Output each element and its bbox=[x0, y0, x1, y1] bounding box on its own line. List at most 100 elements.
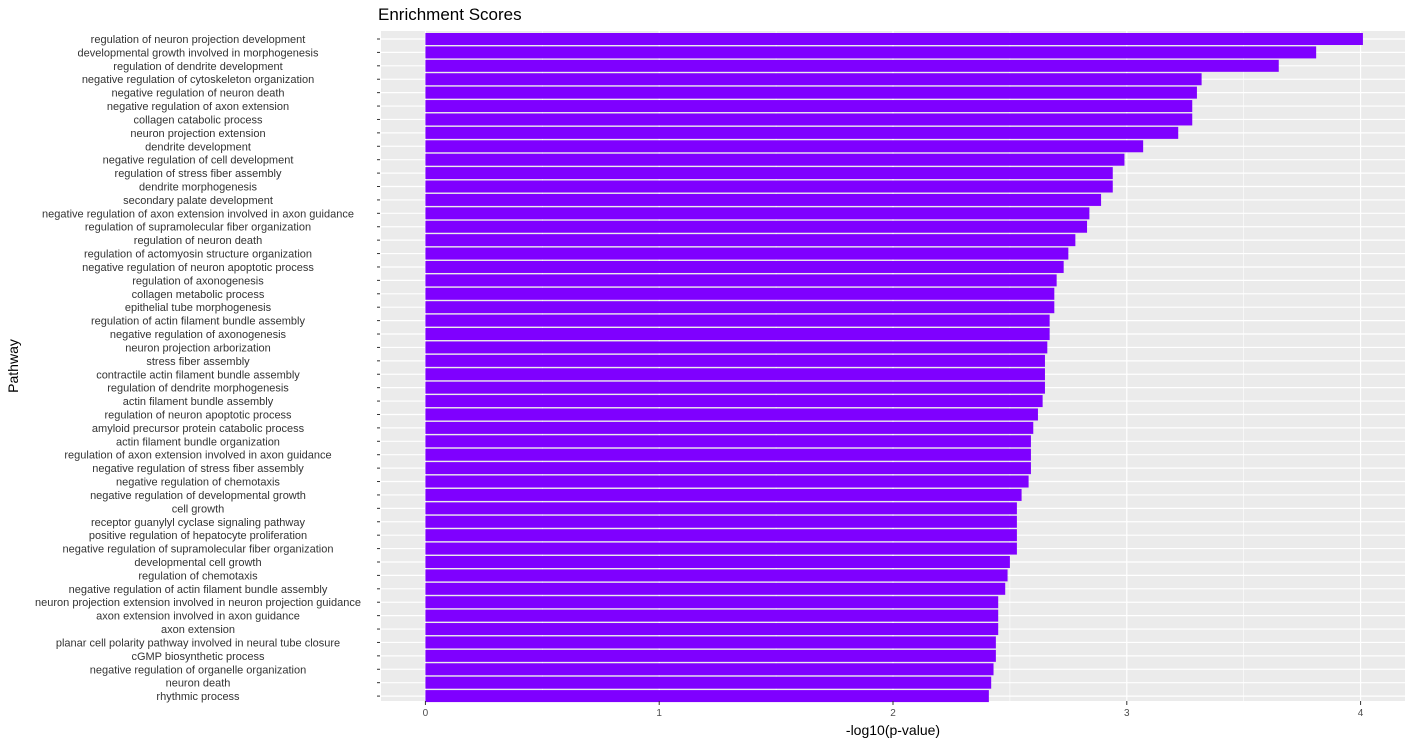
x-axis: 0 1 2 3 4 bbox=[423, 701, 1364, 719]
bar bbox=[425, 274, 1057, 287]
bar bbox=[425, 542, 1017, 555]
bar bbox=[425, 515, 1017, 528]
bar bbox=[425, 569, 1008, 582]
bar bbox=[425, 462, 1031, 475]
bar bbox=[425, 623, 999, 636]
bar bbox=[425, 502, 1017, 515]
bar bbox=[425, 448, 1031, 461]
bar bbox=[425, 73, 1202, 86]
y-tick-label: receptor guanylyl cyclase signaling path… bbox=[91, 517, 306, 529]
bar bbox=[425, 59, 1279, 72]
bar bbox=[425, 126, 1179, 139]
bars bbox=[425, 33, 1363, 703]
bar bbox=[425, 354, 1045, 367]
bar bbox=[425, 690, 989, 703]
y-tick-label: amyloid precursor protein catabolic proc… bbox=[92, 423, 305, 435]
y-tick-label: collagen metabolic process bbox=[132, 289, 265, 301]
y-tick-label: rhythmic process bbox=[156, 691, 240, 703]
y-tick-label: negative regulation of axonogenesis bbox=[110, 329, 287, 341]
y-tick-label: negative regulation of developmental gro… bbox=[90, 490, 306, 502]
bar bbox=[425, 475, 1029, 488]
y-tick-label: neuron projection arborization bbox=[125, 342, 271, 354]
y-tick-label: stress fiber assembly bbox=[146, 356, 250, 368]
bar bbox=[425, 368, 1045, 381]
y-tick-label: regulation of chemotaxis bbox=[138, 570, 258, 582]
bar bbox=[425, 582, 1006, 595]
bar bbox=[425, 529, 1017, 542]
bar bbox=[425, 555, 1010, 568]
y-tick-label: collagen catabolic process bbox=[133, 114, 263, 126]
bar bbox=[425, 287, 1055, 300]
y-tick-label: negative regulation of stress fiber asse… bbox=[92, 463, 304, 475]
y-tick-label: regulation of axon extension involved in… bbox=[64, 450, 331, 462]
y-tick-label: regulation of neuron death bbox=[134, 235, 262, 247]
y-tick-label: positive regulation of hepatocyte prolif… bbox=[89, 530, 307, 542]
bar bbox=[425, 234, 1076, 247]
chart-title: Enrichment Scores bbox=[378, 5, 522, 24]
y-tick-label: regulation of neuron projection developm… bbox=[91, 34, 306, 46]
bar bbox=[425, 314, 1050, 327]
x-axis-title: -log10(p-value) bbox=[846, 722, 940, 738]
bar bbox=[425, 676, 992, 689]
y-tick-label: axon extension bbox=[161, 624, 235, 636]
y-tick-label: negative regulation of axon extension in… bbox=[42, 208, 354, 220]
y-tick-label: negative regulation of chemotaxis bbox=[116, 477, 280, 489]
y-tick-label: axon extension involved in axon guidance bbox=[96, 611, 300, 623]
y-tick-label: secondary palate development bbox=[123, 195, 273, 207]
bar bbox=[425, 207, 1090, 220]
y-tick-label: negative regulation of neuron death bbox=[111, 88, 284, 100]
bar bbox=[425, 100, 1193, 113]
bar bbox=[425, 180, 1113, 193]
bar bbox=[425, 636, 996, 649]
bar bbox=[425, 46, 1317, 59]
bar bbox=[425, 649, 996, 662]
y-tick-label: neuron death bbox=[166, 678, 231, 690]
y-tick-label: negative regulation of neuron apoptotic … bbox=[82, 262, 314, 274]
x-tick-label: 3 bbox=[1124, 708, 1130, 719]
y-tick-label: regulation of axonogenesis bbox=[132, 275, 264, 287]
bar bbox=[425, 301, 1055, 314]
bar bbox=[425, 488, 1022, 501]
bar bbox=[425, 113, 1193, 126]
y-tick-label: regulation of dendrite morphogenesis bbox=[107, 383, 289, 395]
y-tick-label: contractile actin filament bundle assemb… bbox=[96, 369, 300, 381]
y-tick-label: regulation of neuron apoptotic process bbox=[104, 409, 292, 421]
y-tick-label: regulation of actin filament bundle asse… bbox=[91, 316, 306, 328]
bar bbox=[425, 408, 1038, 421]
bar bbox=[425, 153, 1125, 166]
y-tick-label: dendrite development bbox=[145, 141, 251, 153]
bar bbox=[425, 247, 1069, 260]
y-tick-label: negative regulation of cell development bbox=[103, 155, 294, 167]
y-axis-title: Pathway bbox=[5, 339, 21, 393]
y-tick-label: developmental cell growth bbox=[134, 557, 261, 569]
bar bbox=[425, 33, 1363, 45]
bar bbox=[425, 435, 1031, 448]
bar bbox=[425, 328, 1050, 341]
x-tick-label: 1 bbox=[656, 708, 662, 719]
bar bbox=[425, 220, 1088, 233]
y-tick-label: neuron projection extension involved in … bbox=[35, 597, 361, 609]
y-tick-label: neuron projection extension bbox=[130, 128, 265, 140]
y-tick-label: negative regulation of actin filament bu… bbox=[69, 584, 328, 596]
y-tick-label: actin filament bundle organization bbox=[116, 436, 280, 448]
y-tick-label: developmental growth involved in morphog… bbox=[78, 47, 319, 59]
y-tick-label: regulation of stress fiber assembly bbox=[115, 168, 282, 180]
y-tick-label: regulation of actomyosin structure organ… bbox=[84, 249, 312, 261]
bar bbox=[425, 260, 1064, 273]
y-tick-label: cell growth bbox=[172, 503, 225, 515]
bar bbox=[425, 86, 1197, 99]
bar bbox=[425, 596, 999, 609]
bar bbox=[425, 381, 1045, 394]
y-tick-label: negative regulation of supramolecular fi… bbox=[63, 544, 334, 556]
bar bbox=[425, 140, 1144, 153]
bar bbox=[425, 167, 1113, 180]
y-tick-label: planar cell polarity pathway involved in… bbox=[56, 637, 340, 649]
y-tick-label: negative regulation of organelle organiz… bbox=[90, 664, 307, 676]
x-tick-label: 2 bbox=[890, 708, 896, 719]
y-tick-label: dendrite morphogenesis bbox=[139, 182, 258, 194]
bar bbox=[425, 193, 1102, 206]
y-tick-label: regulation of dendrite development bbox=[113, 61, 282, 73]
y-tick-label: regulation of supramolecular fiber organ… bbox=[85, 222, 311, 234]
x-tick-label: 0 bbox=[423, 708, 429, 719]
